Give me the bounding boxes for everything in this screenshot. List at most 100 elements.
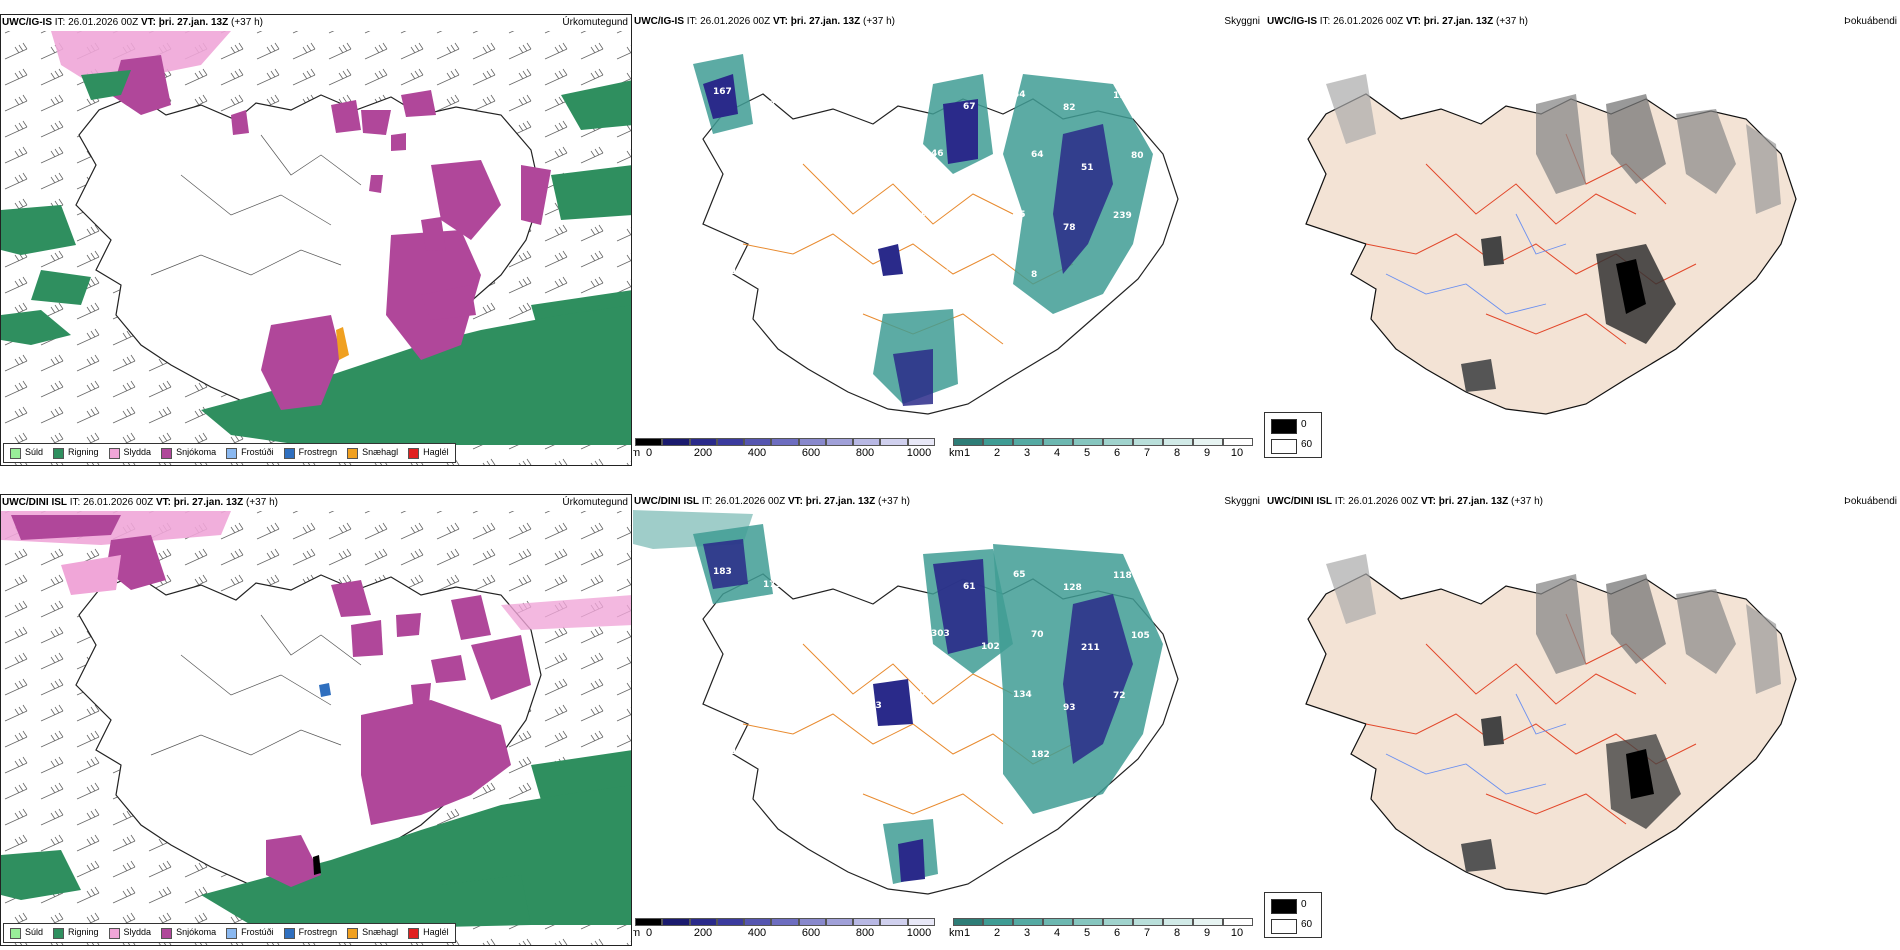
colorbar-tick: 4 xyxy=(1053,447,1061,459)
peak-label: 208 xyxy=(813,688,832,698)
precip-title: Úrkomutegund xyxy=(562,17,628,28)
peak-label: 188 xyxy=(881,761,900,771)
colorbar-tick: 1 xyxy=(963,447,971,459)
colorbar-tick: 400 xyxy=(747,447,767,459)
peak-label: 67 xyxy=(881,161,894,171)
peak-label: 239 xyxy=(1113,211,1132,221)
height-header: UWC/IG-IS IT: 26.01.2026 00Z VT: þri. 27… xyxy=(633,14,1263,30)
fog-swatch-high xyxy=(1271,419,1297,434)
model-name: UWC/DINI ISL xyxy=(2,497,67,508)
colorbar-tick: 1000 xyxy=(906,447,932,459)
peak-label: 43 xyxy=(781,760,794,770)
height-colorbar: m 0 200 400 600 800 1000 xyxy=(633,438,935,466)
peak-label: 57 xyxy=(831,748,844,758)
colorbar-tick: 600 xyxy=(801,447,821,459)
precip-legend: Súld Rigning Slydda Snjókoma Frostúði Frostre… xyxy=(3,923,456,943)
colorbar-segment xyxy=(744,438,772,446)
legend-swatch xyxy=(108,927,120,939)
peak-label: 82 xyxy=(1063,103,1076,113)
legend-swatch xyxy=(347,927,359,939)
visibility-title: Skyggni xyxy=(1224,496,1260,507)
colorbar-tick: 6 xyxy=(1113,927,1121,939)
height-colorbar: m 0 200 400 600 800 1000 xyxy=(633,918,935,946)
peak-label: 63 xyxy=(913,569,926,579)
colorbar-segment xyxy=(1193,438,1223,446)
colorbar-segment xyxy=(1163,918,1193,926)
precip-header: UWC/IG-IS IT: 26.01.2026 00Z VT: þri. 27… xyxy=(1,15,631,31)
colorbar-tick: 2 xyxy=(993,927,1001,939)
model-name: UWC/IG-IS xyxy=(2,17,52,28)
legend-swatch xyxy=(226,447,238,459)
peak-label: 100 xyxy=(813,568,832,578)
peak-label: 70 xyxy=(1031,630,1044,640)
peak-label: 108 xyxy=(913,689,932,699)
init-time: 26.01.2026 00Z xyxy=(68,17,139,28)
height-vis-panel-row1: UWC/IG-IS IT: 26.01.2026 00Z VT: þri. 27… xyxy=(633,14,1263,466)
colorbar-tick: 5 xyxy=(1083,447,1091,459)
peak-label: 46 xyxy=(931,149,944,159)
colorbar-tick: 3 xyxy=(1023,447,1031,459)
colorbar-tick: 200 xyxy=(693,447,713,459)
legend-swatch xyxy=(408,927,420,939)
colorbar-tick: 7 xyxy=(1143,927,1151,939)
peak-label: 251 xyxy=(763,700,782,710)
colorbar-segment xyxy=(907,438,935,446)
peak-label: 179 xyxy=(763,580,782,590)
peak-label: 88 xyxy=(763,220,776,230)
colorbar-tick: 9 xyxy=(1203,447,1211,459)
peak-label: 72 xyxy=(1113,691,1126,701)
colorbar-segment xyxy=(1073,438,1103,446)
colorbar-tick: 8 xyxy=(1173,927,1181,939)
colorbar-segment xyxy=(771,918,799,926)
peak-label: 112 xyxy=(913,209,932,219)
peak-label: 399 xyxy=(731,627,750,637)
legend-swatch xyxy=(161,447,173,459)
peak-label: 118 xyxy=(1113,571,1132,581)
fog-legend: 0 60 xyxy=(1264,412,1322,458)
peak-label: 100 xyxy=(831,148,850,158)
height-vis-panel-row2: UWC/DINI ISL IT: 26.01.2026 00Z VT: þri.… xyxy=(633,494,1263,946)
peak-label: 134 xyxy=(1013,690,1032,700)
colorbar-segment xyxy=(1013,438,1043,446)
colorbar-segment xyxy=(983,438,1013,446)
colorbar-segment xyxy=(771,438,799,446)
legend-item: Rigning xyxy=(53,447,99,459)
colorbar-segment xyxy=(983,918,1013,926)
precip-panel-row1: UWC/IG-IS IT: 26.01.2026 00Z VT: þri. 27… xyxy=(0,14,632,466)
colorbar-tick: 9 xyxy=(1203,927,1211,939)
fog-key-row1: 0 60 xyxy=(1264,412,1322,458)
peak-label: 79 xyxy=(863,101,876,111)
legend-item: Frostregn xyxy=(283,447,337,459)
legend-swatch xyxy=(53,447,65,459)
peak-label: 211 xyxy=(1081,643,1100,653)
colorbar-tick: 4 xyxy=(1053,927,1061,939)
colorbar-segment xyxy=(1193,918,1223,926)
colorbar-segment xyxy=(798,918,826,926)
fog-panel-row2: UWC/DINI ISL IT: 26.01.2026 00Z VT: þri.… xyxy=(1266,494,1900,946)
peak-label: 105 xyxy=(963,222,982,232)
colorbar-unit: km xyxy=(949,447,964,459)
precip-map xyxy=(1,511,631,945)
colorbar-tick: 200 xyxy=(693,927,713,939)
colorbar-segment xyxy=(1073,918,1103,926)
colorbar-tick: 10 xyxy=(1230,927,1244,939)
lead-time: (+37 h) xyxy=(231,17,263,28)
colorbar-segment xyxy=(1223,918,1253,926)
peak-label: 117 xyxy=(813,208,832,218)
colorbar-tick: 3 xyxy=(1023,927,1031,939)
legend-item: Haglél xyxy=(408,447,449,459)
peak-label: 167 xyxy=(713,87,732,97)
valid-time: þri. 27.jan. 13Z xyxy=(173,497,244,508)
precip-header: UWC/DINI ISL IT: 26.01.2026 00Z VT: þri.… xyxy=(1,495,631,511)
fog-swatch-low xyxy=(1271,439,1297,454)
peak-label: 66 xyxy=(931,749,944,759)
legend-item: Súld xyxy=(10,447,43,459)
peak-label: 78 xyxy=(1063,223,1076,233)
precip-legend: Súld Rigning Slydda Snjókoma Frostúði Frostre… xyxy=(3,443,456,463)
colorbar-segment xyxy=(716,438,745,446)
legend-item: Snjókoma xyxy=(161,927,216,939)
legend-item: Snæhagl xyxy=(347,447,398,459)
legend-swatch xyxy=(347,447,359,459)
legend-swatch xyxy=(161,927,173,939)
colorbar-unit: m xyxy=(633,447,641,459)
